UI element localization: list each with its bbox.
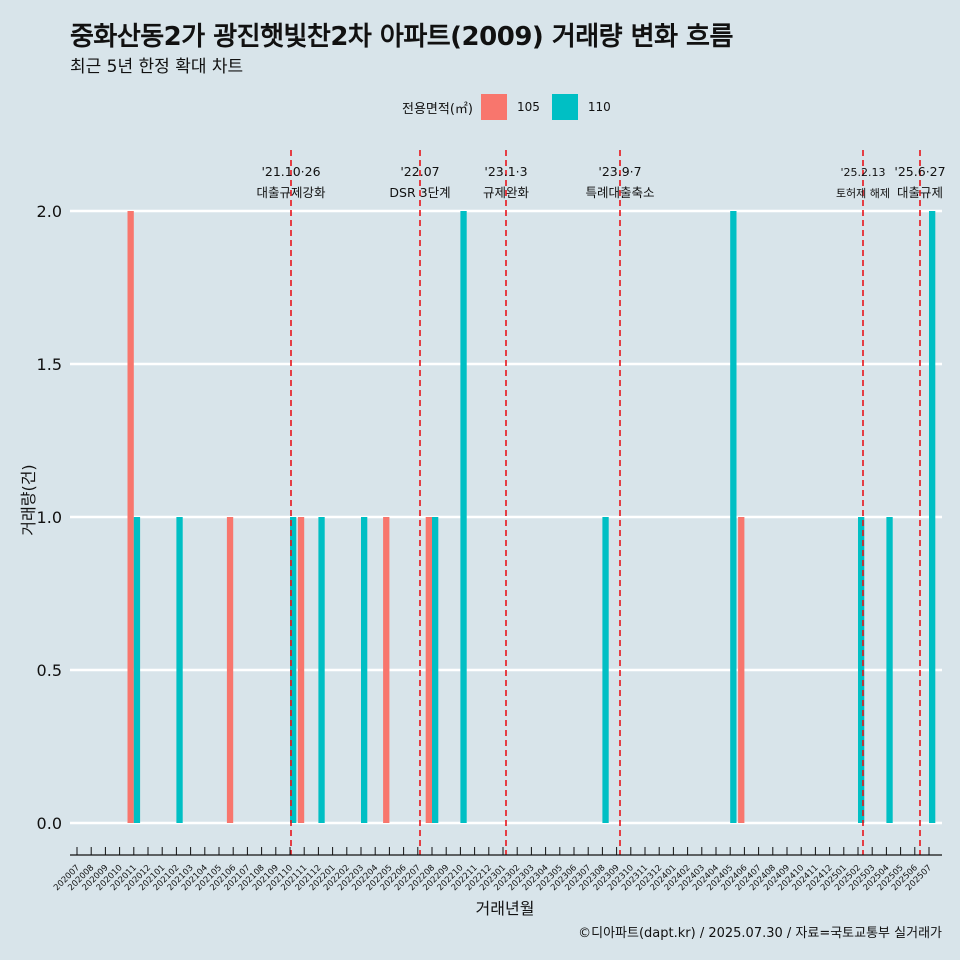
bar-110-202210 [460, 211, 467, 823]
chart-subtitle: 최근 5년 한정 확대 차트 [70, 57, 244, 77]
y-axis-title: 거래량(건) [19, 464, 38, 535]
chart-title: 중화산동2가 광진햇빛찬2차 아파트(2009) 거래량 변화 흐름 [70, 22, 733, 52]
event-name-label: 특례대출축소 [585, 185, 654, 200]
event-date-label: '21.10·26 [261, 164, 320, 179]
bar-110-202011 [133, 517, 141, 823]
event-date-label: '23.9·7 [598, 164, 641, 179]
event-date-label: '22.07 [400, 164, 439, 179]
legend-key-110 [551, 94, 578, 120]
bar-110-202504 [886, 517, 893, 823]
y-tick-label: 0.0 [37, 814, 62, 833]
y-tick-label: 2.0 [37, 202, 62, 221]
source-caption: ©디아파트(dapt.kr) / 2025.07.30 / 자료=국토교통부 실… [578, 926, 942, 941]
legend: 전용면적(㎡) 105 110 [402, 93, 623, 121]
x-axis-title: 거래년월 [476, 899, 535, 918]
event-date-label: '25.2.13 [840, 166, 885, 179]
bar-105-202011 [127, 211, 134, 823]
event-name-label: 토허제 해제 [836, 186, 890, 200]
legend-key-105 [480, 94, 507, 120]
bar-110-202112 [318, 517, 325, 823]
bar-110-202110 [290, 517, 297, 823]
bar-110-202203 [361, 517, 368, 823]
legend-label-105: 105 [516, 100, 540, 114]
event-name-label: DSR 3단계 [389, 185, 450, 200]
event-date-label: '23.1·3 [484, 164, 527, 179]
legend-title: 전용면적(㎡) [402, 101, 473, 117]
bar-105-202106 [226, 517, 234, 823]
bar-110-202405 [730, 211, 737, 823]
y-tick-label: 1.0 [37, 508, 62, 527]
bar-105-202205 [383, 517, 390, 823]
y-tick-label: 0.5 [37, 661, 62, 680]
bar-105-202406 [738, 517, 745, 823]
event-date-label: '25.6·27 [894, 164, 945, 179]
event-name-label: 대출규제 [897, 185, 943, 200]
bar-110-202102 [176, 517, 183, 823]
y-tick-label: 1.5 [37, 355, 62, 374]
bar-110-202507 [929, 211, 936, 823]
legend-label-110: 110 [587, 100, 611, 114]
bar-110-202502 [858, 517, 865, 823]
bar-110-202308 [602, 517, 609, 823]
event-name-label: 규제완화 [483, 185, 530, 200]
bar-110-202208 [432, 517, 439, 823]
bar-105-202111 [297, 517, 305, 823]
event-name-label: 대출규제강화 [256, 185, 326, 200]
bar-105-202208 [425, 517, 432, 823]
